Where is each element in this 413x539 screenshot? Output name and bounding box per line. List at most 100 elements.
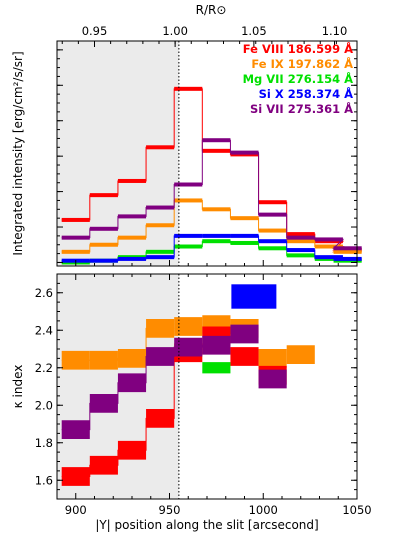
top-series-3-point-3	[146, 255, 175, 260]
top-series-3-point-5	[202, 233, 231, 238]
top-series-4-point-9	[314, 237, 343, 242]
bottom-ytick-label: 2.0	[35, 398, 53, 412]
bottom-xlabel: |Y| position along the slit [arcsecond]	[95, 518, 318, 532]
top-series-3-point-2	[117, 256, 147, 261]
top-series-3-point-8	[286, 248, 315, 253]
top-series-0-point-5	[202, 148, 231, 153]
bottom-series-1-box-8	[286, 345, 315, 364]
bottom-ytick-label: 2.2	[35, 361, 53, 375]
top-series-4-point-2	[117, 214, 147, 219]
bottom-series-4-box-7	[258, 369, 287, 389]
legend-entry: Mg VII 276.154 Å	[243, 71, 354, 86]
bottom-xtick-label: 1050	[342, 503, 371, 517]
bottom-series-0-box-0	[61, 467, 90, 486]
bottom-series-0-box-2	[117, 440, 147, 460]
top-axis-tick-label: 0.95	[82, 24, 108, 38]
top-series-0-point-8	[286, 232, 315, 237]
top-series-3-point-1	[89, 258, 118, 263]
top-series-1-point-4	[174, 198, 203, 203]
bottom-series-4-box-6	[230, 324, 259, 344]
top-series-1-point-9	[314, 244, 343, 249]
top-axis-tick-label: 1.05	[241, 24, 267, 38]
top-series-3-point-10	[333, 256, 362, 261]
bottom-xtick-label: 900	[65, 503, 87, 517]
bottom-series-1-box-2	[117, 349, 147, 368]
bottom-series-3	[231, 284, 277, 309]
bottom-series-2-box-0	[202, 362, 231, 374]
top-series-1-point-3	[146, 223, 175, 228]
bottom-series-1-box-4	[174, 317, 203, 336]
top-series-4-point-4	[174, 182, 203, 187]
bottom-series-4-box-3	[146, 347, 175, 366]
top-series-2-point-6	[230, 240, 259, 245]
top-series-2-point-7	[258, 246, 287, 251]
top-series-1-point-1	[89, 242, 118, 247]
top-series-0-point-7	[258, 200, 287, 205]
bottom-series-4-box-1	[89, 394, 118, 413]
top-series-2-point-5	[202, 239, 231, 244]
bottom-series-1-box-3	[146, 319, 175, 338]
top-series-4-point-6	[230, 150, 259, 155]
legend-entry: Fe VIII 186.599 Å	[243, 41, 353, 56]
legend-entry: Si VII 275.361 Å	[250, 101, 353, 116]
bottom-series-1-box-7	[258, 349, 287, 368]
legend-entry: Fe IX 197.862 Å	[251, 56, 353, 71]
top-series-1-point-5	[202, 207, 231, 212]
bottom-series-0-box-3	[146, 409, 175, 428]
top-series-1-point-6	[230, 216, 259, 221]
legend-entry: Si X 258.374 Å	[259, 86, 353, 101]
bottom-series-4-box-2	[117, 373, 147, 393]
bottom-ytick-label: 2.4	[35, 323, 53, 337]
bottom-series-4-box-0	[61, 420, 90, 439]
top-series-4-point-8	[286, 235, 315, 240]
bottom-ylabel: κ index	[11, 365, 25, 409]
bottom-panel	[61, 284, 315, 486]
top-axis-tick-label: 1.00	[162, 24, 188, 38]
bottom-series-4	[61, 324, 287, 439]
top-series-3-point-7	[258, 239, 287, 244]
top-series-1	[61, 198, 362, 254]
top-series-0-point-3	[146, 145, 175, 150]
top-series-3-point-9	[314, 255, 343, 260]
top-axis-tick-label: 1.10	[322, 24, 348, 38]
top-series-1-point-8	[286, 239, 315, 244]
legend: Fe VIII 186.599 ÅFe IX 197.862 ÅMg VII 2…	[243, 41, 354, 116]
top-series-1-point-7	[258, 228, 287, 233]
top-shaded-region	[57, 41, 179, 266]
bottom-series-1-box-1	[89, 350, 118, 370]
top-series-4-point-0	[61, 235, 90, 240]
bottom-series-2	[202, 362, 231, 374]
bottom-series-0-box-1	[89, 455, 118, 475]
top-series-1-point-10	[333, 249, 362, 254]
top-series-0-point-2	[117, 178, 147, 183]
top-series-4-point-1	[89, 226, 118, 231]
top-series-2-point-3	[146, 249, 175, 254]
top-series-0-point-0	[61, 217, 90, 222]
top-ylabel: Integrated intensity [erg/cm²/s/sr]	[11, 51, 25, 255]
top-series-0-point-4	[174, 86, 203, 91]
bottom-ytick-label: 1.6	[35, 473, 53, 487]
top-series-4-point-7	[258, 212, 287, 217]
bottom-series-1-box-0	[61, 350, 90, 370]
top-series-4-point-3	[146, 205, 175, 210]
bottom-ytick-label: 1.8	[35, 436, 53, 450]
top-series-1-point-0	[61, 249, 90, 254]
bottom-series-4-box-5	[202, 335, 231, 355]
bottom-series-0-box-6	[230, 347, 259, 366]
top-series-4-point-10	[333, 246, 362, 251]
top-series-0-point-1	[89, 193, 118, 198]
bottom-xtick-label: 950	[159, 503, 181, 517]
bottom-ytick-label: 2.6	[35, 286, 53, 300]
top-series-2-point-4	[174, 244, 203, 249]
bottom-xtick-label: 1000	[249, 503, 278, 517]
bottom-series-3-box-0	[231, 284, 277, 309]
top-series-1-point-2	[117, 235, 147, 240]
top-series-3-point-4	[174, 233, 203, 238]
top-axis-title: R/R⊙	[196, 3, 227, 17]
top-series-2-point-8	[286, 253, 315, 258]
top-series-4	[61, 138, 362, 251]
top-series-3-point-6	[230, 233, 259, 238]
top-series-4-point-5	[202, 138, 231, 143]
bottom-series-4-box-4	[174, 337, 203, 357]
